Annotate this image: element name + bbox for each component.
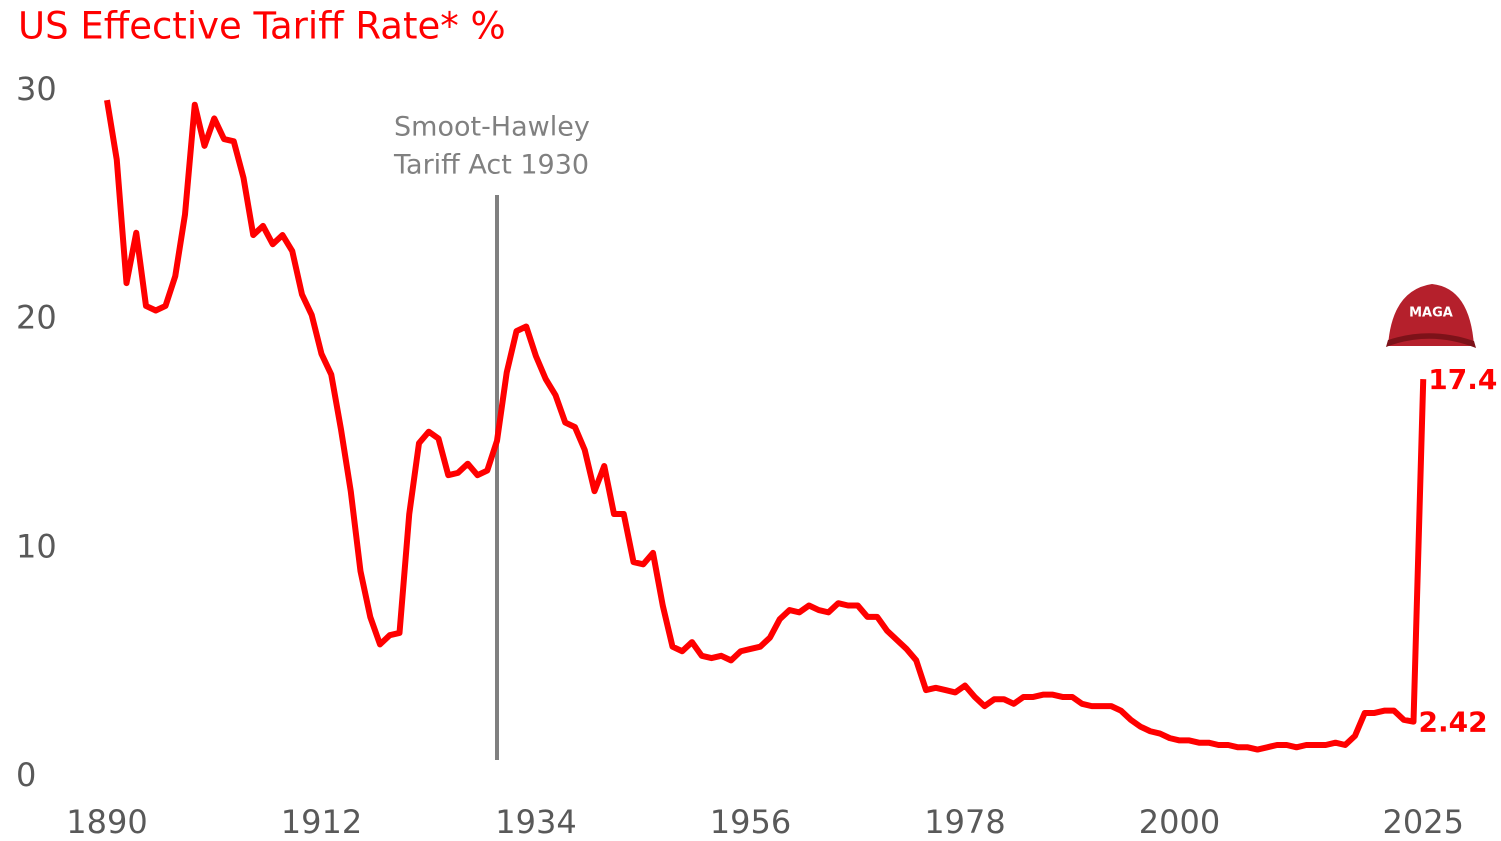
annotation-text: Tariff Act 1930 xyxy=(393,150,589,181)
x-tick-label: 2025 xyxy=(1383,803,1464,841)
y-tick-label: 10 xyxy=(16,527,57,565)
x-tick-label: 1956 xyxy=(710,803,791,841)
x-tick-label: 1912 xyxy=(281,803,362,841)
maga-hat: MAGA xyxy=(1386,284,1476,348)
x-tick-label: 1934 xyxy=(495,803,576,841)
x-tick-label: 1978 xyxy=(924,803,1005,841)
annotation-text: Smoot-Hawley xyxy=(394,112,590,143)
x-tick-label: 2000 xyxy=(1139,803,1220,841)
x-tick-label: 1890 xyxy=(66,803,147,841)
y-tick-label: 30 xyxy=(16,70,57,108)
hat-label: MAGA xyxy=(1409,306,1453,321)
chart-title: US Effective Tariff Rate* % xyxy=(18,5,506,48)
line xyxy=(104,99,1427,753)
value-label: 17.4 xyxy=(1428,363,1497,396)
y-tick-label: 20 xyxy=(16,299,57,337)
value-label: 2.42 xyxy=(1419,706,1488,739)
y-tick-label: 0 xyxy=(16,756,36,794)
